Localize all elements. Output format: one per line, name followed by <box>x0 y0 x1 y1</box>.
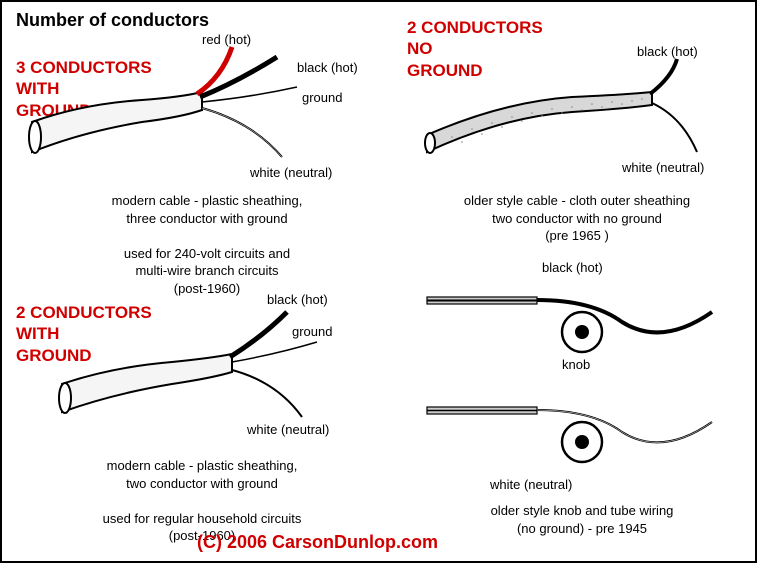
desc-3cond: modern cable - plastic sheathing, three … <box>72 192 342 297</box>
desc-cloth: older style cable - cloth outer sheathin… <box>432 192 722 245</box>
label-white-1: white (neutral) <box>250 165 332 180</box>
label-black-hot-4: black (hot) <box>542 260 603 275</box>
label-white-2: white (neutral) <box>622 160 704 175</box>
label-white-3: white (neutral) <box>247 422 329 437</box>
copyright-text: (C) 2006 CarsonDunlop.com <box>197 532 438 553</box>
diagram-knob-tube <box>422 267 732 497</box>
label-black-hot-1: black (hot) <box>297 60 358 75</box>
label-black-hot-2: black (hot) <box>637 44 698 59</box>
desc-knobtube: older style knob and tube wiring (no gro… <box>452 502 712 537</box>
main-title: Number of conductors <box>16 10 209 31</box>
label-ground-3: ground <box>292 324 332 339</box>
label-red-hot: red (hot) <box>202 32 251 47</box>
label-ground-1: ground <box>302 90 342 105</box>
label-black-hot-3: black (hot) <box>267 292 328 307</box>
label-knob: knob <box>562 357 590 372</box>
label-white-4: white (neutral) <box>490 477 572 492</box>
